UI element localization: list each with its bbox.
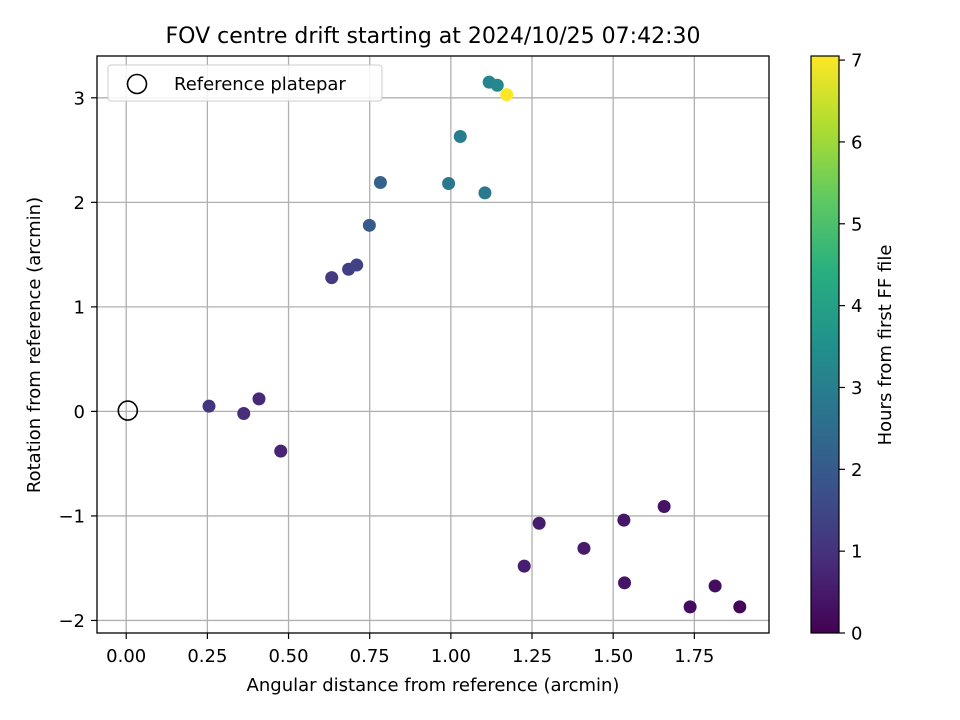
colorbar-tick-label: 1: [851, 542, 862, 563]
reference-platepar-marker: [117, 400, 139, 421]
colorbar: 0 1 2 3 4 5 6 7 Hours from first FF file: [810, 51, 896, 645]
data-point: [202, 399, 216, 413]
x-tick-label: 0.50: [268, 646, 308, 667]
colorbar-label: Hours from first FF file: [875, 245, 896, 446]
colorbar-gradient: [810, 55, 840, 634]
data-point: [453, 129, 467, 143]
y-axis-ticks: −2 −1 0 1 2 3: [58, 88, 97, 632]
data-point: [617, 513, 631, 527]
data-point: [237, 406, 251, 420]
grid: [97, 56, 769, 633]
legend-box: [107, 64, 383, 102]
data-point: [478, 186, 492, 200]
y-tick-label: 1: [74, 297, 85, 318]
colorbar-tick-label: 5: [851, 214, 862, 235]
legend-reference-marker: [126, 73, 148, 95]
data-point: [252, 392, 266, 406]
data-point: [350, 258, 364, 272]
y-tick-label: 0: [74, 402, 85, 423]
x-tick-label: 1.50: [593, 646, 633, 667]
colorbar-tick-label: 2: [851, 460, 862, 481]
x-tick-label: 0.00: [106, 646, 146, 667]
colorbar-tick-label: 0: [851, 624, 862, 645]
data-point: [577, 541, 591, 555]
data-point: [373, 175, 387, 189]
data-point: [362, 218, 376, 232]
colorbar-tick-label: 3: [851, 378, 862, 399]
data-point: [274, 444, 288, 458]
y-tick-label: −2: [58, 611, 85, 632]
y-tick-label: −1: [58, 506, 85, 527]
data-point: [683, 600, 697, 614]
legend-reference-label: Reference platepar: [174, 74, 346, 95]
colorbar-tick-label: 7: [851, 51, 862, 72]
x-tick-label: 1.00: [431, 646, 471, 667]
data-point: [733, 600, 747, 614]
data-point: [657, 500, 671, 514]
x-tick-label: 1.25: [512, 646, 552, 667]
colorbar-tick-label: 4: [851, 296, 862, 317]
plot-frame: [96, 55, 770, 634]
colorbar-tick-label: 6: [851, 132, 862, 153]
x-tick-label: 1.75: [674, 646, 714, 667]
x-tick-label: 0.25: [187, 646, 227, 667]
data-point: [532, 516, 546, 530]
x-tick-label: 0.75: [350, 646, 390, 667]
colorbar-ticks: 0 1 2 3 4 5 6 7: [839, 51, 862, 645]
y-tick-label: 3: [74, 88, 85, 109]
data-point: [500, 88, 514, 102]
data-point: [442, 177, 456, 191]
data-point: [517, 559, 531, 573]
y-axis-label: Rotation from reference (arcmin): [24, 197, 45, 493]
data-point: [708, 579, 722, 593]
chart-title: FOV centre drift starting at 2024/10/25 …: [166, 24, 701, 49]
data-point: [325, 271, 339, 285]
data-point: [490, 78, 504, 92]
data-point: [618, 576, 632, 590]
legend: Reference platepar: [107, 64, 383, 102]
data-points: [202, 75, 747, 614]
x-axis-label: Angular distance from reference (arcmin): [247, 675, 620, 696]
x-axis-ticks: 0.00 0.25 0.50 0.75 1.00 1.25 1.50 1.75: [106, 633, 714, 667]
y-tick-label: 2: [74, 193, 85, 214]
